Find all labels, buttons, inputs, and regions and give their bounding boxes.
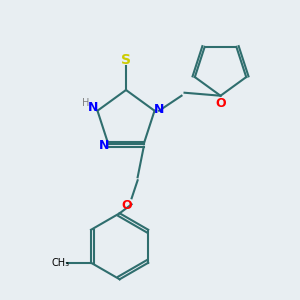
Text: N: N bbox=[88, 101, 98, 114]
Text: CH₃: CH₃ bbox=[52, 258, 70, 268]
Text: S: S bbox=[121, 53, 131, 67]
Text: N: N bbox=[99, 139, 109, 152]
Text: H: H bbox=[82, 98, 89, 108]
Text: N: N bbox=[154, 103, 164, 116]
Text: O: O bbox=[215, 97, 226, 110]
Text: O: O bbox=[122, 199, 132, 212]
